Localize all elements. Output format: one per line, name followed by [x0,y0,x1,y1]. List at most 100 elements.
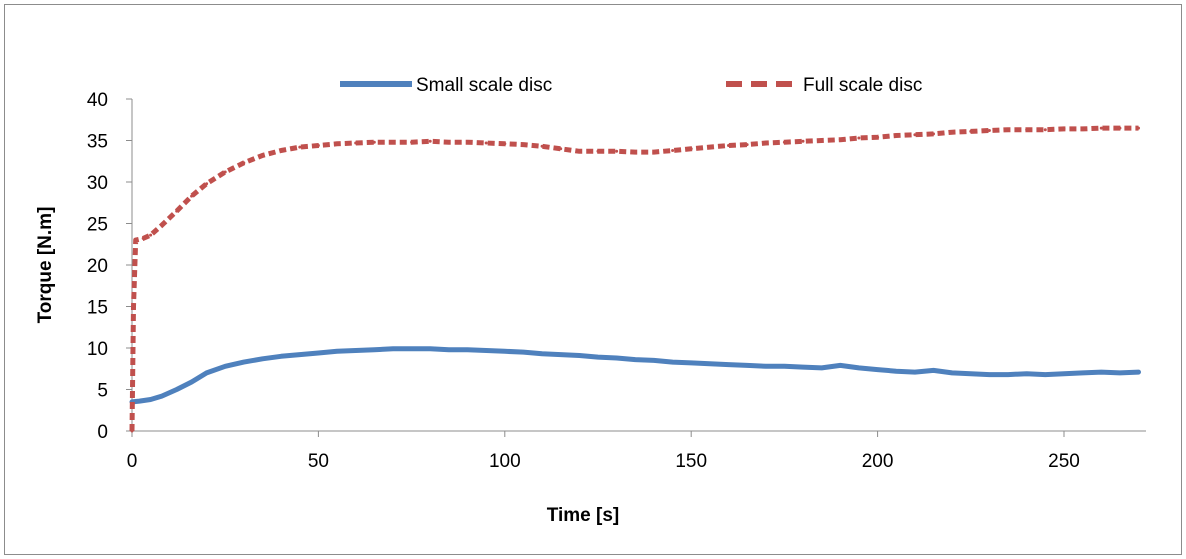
data-point-series-0 [372,348,376,352]
data-point-series-1 [894,134,898,137]
data-point-series-1 [316,144,320,147]
series-line-small-scale-disc [129,346,1141,405]
data-point-series-0 [1025,372,1029,376]
data-point-series-1 [1043,128,1047,132]
data-point-series-1 [1062,127,1066,131]
data-point-series-1 [876,135,880,139]
data-point-series-1 [1118,126,1122,130]
data-point-series-1 [466,140,469,144]
data-point-series-0 [447,348,451,352]
data-point-series-0 [764,364,768,368]
x-axis-title: Time [s] [547,505,620,526]
x-tick-label: 100 [489,451,521,472]
data-point-series-0 [969,372,973,376]
data-point-series-1 [764,141,768,145]
data-point-series-1 [428,139,432,143]
data-point-series-0 [410,347,414,351]
data-point-series-1 [205,182,209,186]
data-point-series-0 [298,353,302,357]
data-point-series-1 [1099,126,1103,130]
chart-frame [4,4,1182,555]
data-point-series-1 [969,129,973,133]
data-point-series-1 [838,138,842,142]
data-point-series-1 [354,141,358,145]
data-point-series-1 [633,150,637,154]
data-point-series-1 [141,236,145,240]
data-point-series-0 [190,380,194,384]
data-point-series-1 [857,136,861,140]
data-point-series-0 [521,350,525,354]
data-point-series-1 [134,238,138,242]
data-point-series-1 [484,141,488,145]
x-tick-label: 200 [862,451,894,472]
data-point-series-0 [138,399,141,403]
data-point-series-1 [820,139,824,142]
data-point-series-0 [782,364,786,368]
data-point-series-0 [801,365,805,369]
data-point-series-0 [223,364,227,368]
data-point-series-0 [559,353,563,357]
data-point-series-0 [913,370,917,374]
data-point-series-1 [987,129,991,132]
data-point-series-1 [727,144,730,147]
legend: Small scale disc Full scale disc [340,75,922,96]
data-point-series-0 [1062,372,1066,376]
series-line-full-scale-disc [129,125,1139,432]
data-point-series-1 [335,142,339,146]
data-point-series-0 [596,355,600,359]
data-point-series-1 [1006,128,1010,132]
data-point-series-0 [708,362,712,366]
y-tick-label: 20 [87,256,108,277]
y-tick-label: 35 [87,132,108,153]
data-point-series-1 [1081,127,1085,131]
data-point-series-0 [838,363,842,367]
y-tick-label: 30 [87,173,108,194]
data-point-series-1 [708,145,712,149]
data-point-series-0 [689,361,693,365]
data-point-series-1 [932,132,935,136]
data-point-series-1 [1025,128,1029,132]
y-tick-label: 5 [97,381,108,402]
data-point-series-1 [242,161,246,165]
data-point-series-0 [987,373,991,377]
data-point-series-0 [745,363,749,367]
data-point-series-0 [932,368,935,372]
data-point-series-1 [372,140,376,144]
data-point-series-1 [391,140,395,144]
data-point-series-0 [857,366,861,370]
legend-label-full-scale-disc: Full scale disc [803,75,922,96]
data-point-series-0 [503,349,507,353]
x-tick-label: 0 [127,451,138,472]
x-tick-label: 150 [675,451,707,472]
data-point-series-0 [1118,371,1122,375]
data-point-series-1 [540,144,544,148]
data-point-series-0 [391,347,395,351]
data-point-series-1 [160,223,164,227]
y-axis-ticks: 0 5 10 15 20 25 30 35 40 [87,90,132,443]
data-point-series-1 [913,133,917,137]
data-point-series-1 [1137,126,1140,130]
data-point-series-0 [820,366,824,370]
data-point-series-0 [652,358,656,362]
data-point-series-1 [652,150,656,154]
x-axis-ticks: 0 50 100 150 200 250 [127,431,1080,472]
data-point-series-0 [175,388,179,391]
series-group [129,125,1141,433]
data-point-series-1 [782,140,786,144]
data-point-series-1 [190,194,194,198]
data-point-series-1 [596,149,600,153]
data-point-series-1 [559,147,563,151]
y-tick-label: 15 [87,298,108,319]
data-point-series-1 [615,149,619,153]
y-tick-label: 25 [87,215,108,236]
data-point-series-1 [279,149,283,152]
data-point-series-0 [466,348,469,352]
data-point-series-0 [577,354,581,357]
data-point-series-0 [1043,373,1047,377]
x-tick-label: 50 [308,451,329,472]
data-point-series-0 [633,358,637,362]
data-point-series-1 [801,139,805,143]
y-tick-label: 10 [87,339,108,360]
data-point-series-0 [335,349,339,353]
